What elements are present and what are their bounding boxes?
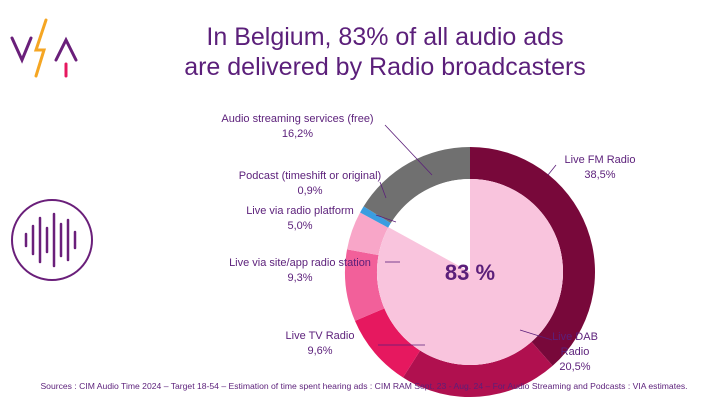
center-label: 83 % (445, 260, 495, 285)
leader-line (519, 329, 553, 341)
leader-line (375, 214, 397, 223)
value-label: 9,6% (307, 345, 333, 357)
leader-line (384, 124, 433, 176)
value-label: 16,2% (281, 128, 314, 140)
segment-label: Podcast (timeshift or original) 0,9% (225, 169, 395, 199)
value-label: 38,5% (584, 169, 616, 181)
segment-label: Live TV Radio 9,6% (265, 329, 375, 359)
title-line: are delivered by Radio broadcasters (184, 53, 586, 81)
leader-line (379, 181, 387, 199)
category-label: Live TV Radio (285, 330, 355, 342)
value-label: 20,5% (559, 361, 591, 373)
segment-label: Audio streaming services (free) 16,2% (210, 112, 385, 142)
leader-line (547, 164, 557, 176)
donut-segment (470, 147, 596, 366)
segment-label: Live FM Radio 38,5% (555, 153, 645, 183)
title-line: In Belgium, 83% of all audio ads (206, 23, 564, 51)
donut-segment (360, 206, 391, 228)
category-label: Live via radio platform (246, 205, 354, 217)
via-logo (10, 18, 78, 78)
category-label: Podcast (timeshift or original) (238, 170, 382, 182)
donut-segment (403, 341, 553, 398)
category-label: Live DAB Radio (552, 331, 598, 358)
donut-segment (347, 212, 389, 256)
value-label: 5,0% (287, 220, 313, 232)
source-note: Sources : CIM Audio Time 2024 – Target 1… (40, 381, 688, 391)
value-label: 9,3% (287, 272, 313, 284)
donut-segment (363, 147, 470, 224)
category-label: Live via site/app radio station (229, 257, 371, 269)
segment-label: Live via site/app radio station 9,3% (215, 256, 385, 286)
donut-segment (345, 249, 385, 321)
waveform-icon (11, 199, 93, 281)
inner-wedge (377, 178, 564, 365)
value-label: 0,9% (297, 185, 323, 197)
segment-label: Live DAB Radio 20,5% (545, 330, 605, 375)
category-label: Audio streaming services (free) (221, 113, 374, 125)
donut-segment (354, 308, 421, 378)
segment-label: Live via radio platform 5,0% (220, 204, 380, 234)
category-label: Live FM Radio (564, 154, 636, 166)
